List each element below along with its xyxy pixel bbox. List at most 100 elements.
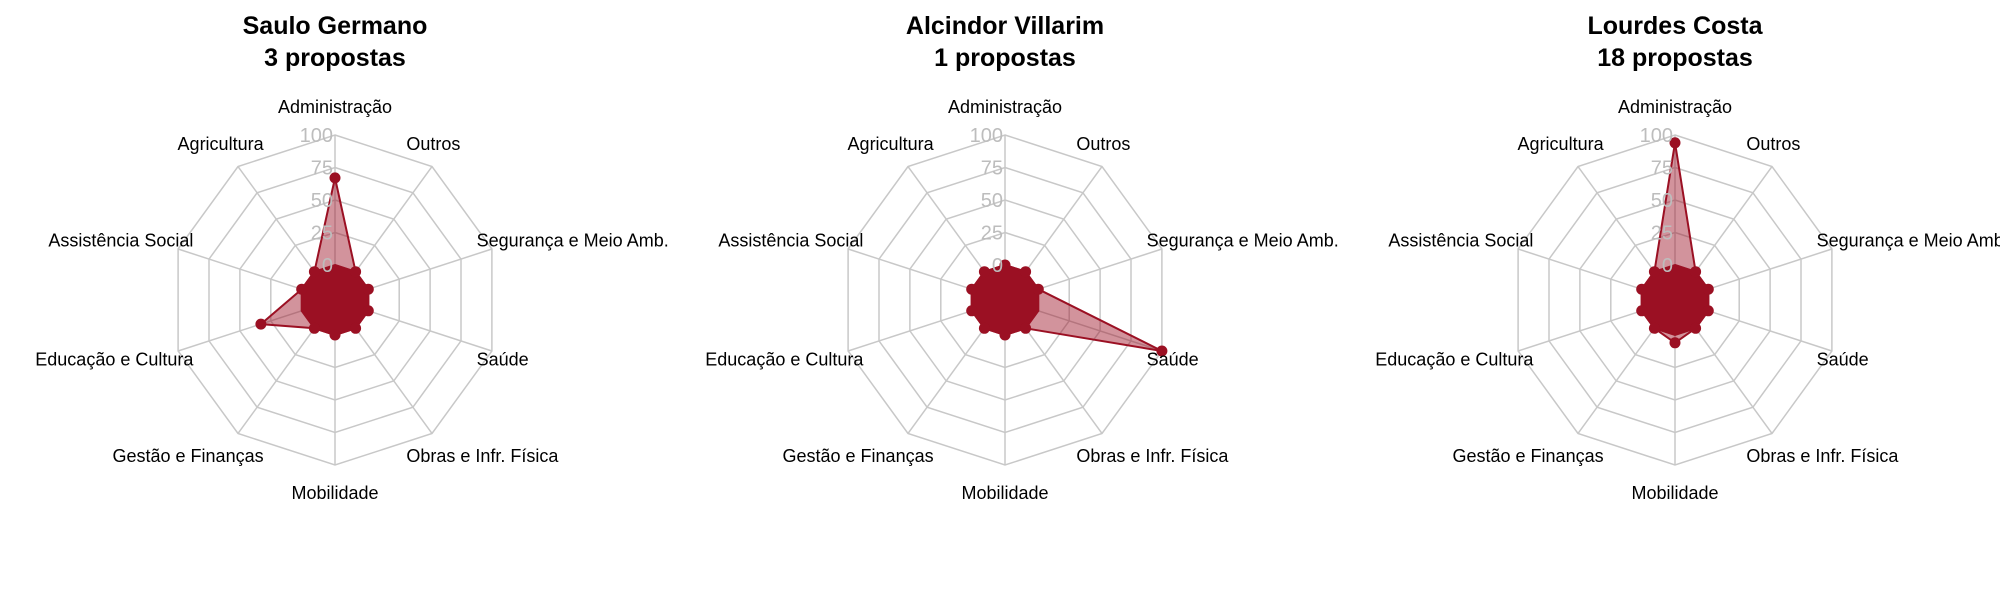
data-point-educacao-e-cultura bbox=[255, 318, 267, 330]
category-label-seguranca-e-meio-amb: Segurança e Meio Amb. bbox=[1147, 230, 1339, 250]
tick-label-50: 50 bbox=[311, 190, 333, 212]
tick-label-0: 0 bbox=[1662, 255, 1673, 277]
panel-3-plot: 0 25 50 75 100 Administração Outros Segurança e… bbox=[1375, 97, 2000, 503]
radar-panel-1: Saulo Germano 3 propostas 0 25 50 75 100 Admi… bbox=[35, 12, 668, 503]
data-point-mobilidade bbox=[329, 329, 341, 341]
category-label-agricultura: Agricultura bbox=[178, 134, 265, 154]
spoke-obras-e-infr-fisica bbox=[1024, 327, 1103, 434]
data-point-administracao bbox=[1669, 137, 1681, 149]
tick-label-100: 100 bbox=[1640, 125, 1673, 147]
data-point-gestao-e-financas bbox=[308, 322, 320, 334]
spoke-educacao-e-cultura bbox=[847, 310, 972, 352]
panel-1-plot: 0 25 50 75 100 Administração Outros Segurança e… bbox=[35, 97, 668, 503]
data-point-obras-e-infr-fisica bbox=[350, 322, 362, 334]
category-label-agricultura: Agricultura bbox=[848, 134, 935, 154]
tick-label-100: 100 bbox=[300, 125, 333, 147]
category-label-mobilidade: Mobilidade bbox=[291, 483, 378, 503]
panel-1-title: Saulo Germano bbox=[243, 12, 428, 40]
spoke-assistencia-social bbox=[177, 248, 302, 290]
data-point-educacao-e-cultura bbox=[1636, 305, 1648, 317]
data-point-administracao bbox=[999, 259, 1011, 271]
category-label-agricultura: Agricultura bbox=[1518, 134, 1605, 154]
data-point-mobilidade bbox=[999, 329, 1011, 341]
panel-2-title: Alcindor Villarim bbox=[906, 12, 1104, 40]
tick-label-50: 50 bbox=[981, 190, 1003, 212]
data-point-assistencia-social bbox=[296, 283, 308, 295]
category-label-administracao: Administração bbox=[278, 97, 392, 117]
spoke-seguranca-e-meio-amb bbox=[1038, 248, 1163, 290]
tick-label-75: 75 bbox=[311, 158, 333, 180]
panel-3-title: Lourdes Costa bbox=[1587, 12, 1763, 40]
data-point-outros bbox=[1690, 266, 1702, 278]
tick-label-0: 0 bbox=[322, 255, 333, 277]
data-point-seguranca-e-meio-amb bbox=[1702, 283, 1714, 295]
category-label-gestao-e-financas: Gestão e Finanças bbox=[783, 446, 934, 466]
spoke-saude bbox=[1708, 310, 1833, 352]
panel-1-subtitle: 3 propostas bbox=[264, 44, 406, 72]
spoke-obras-e-infr-fisica bbox=[354, 327, 433, 434]
data-point-gestao-e-financas bbox=[978, 322, 990, 334]
tick-label-0: 0 bbox=[992, 255, 1003, 277]
tick-label-25: 25 bbox=[981, 223, 1003, 245]
spoke-educacao-e-cultura bbox=[177, 310, 302, 352]
tick-label-50: 50 bbox=[1651, 190, 1673, 212]
category-label-seguranca-e-meio-amb: Segurança e Meio Amb. bbox=[477, 230, 669, 250]
spoke-saude bbox=[368, 310, 493, 352]
category-label-educacao-e-cultura: Educação e Cultura bbox=[35, 350, 194, 370]
spoke-assistencia-social bbox=[847, 248, 972, 290]
radar-panel-2: Alcindor Villarim 1 propostas 0 25 50 75 100… bbox=[705, 12, 1338, 503]
spoke-seguranca-e-meio-amb bbox=[368, 248, 493, 290]
spoke-seguranca-e-meio-amb bbox=[1708, 248, 1833, 290]
spoke-obras-e-infr-fisica bbox=[1694, 327, 1773, 434]
category-label-mobilidade: Mobilidade bbox=[961, 483, 1048, 503]
spoke-assistencia-social bbox=[1517, 248, 1642, 290]
data-point-outros bbox=[1020, 266, 1032, 278]
data-point-saude bbox=[1156, 345, 1168, 357]
tick-label-25: 25 bbox=[311, 223, 333, 245]
data-point-assistencia-social bbox=[1636, 283, 1648, 295]
data-point-administracao bbox=[329, 172, 341, 184]
category-label-outros: Outros bbox=[1746, 134, 1800, 154]
category-label-saude: Saúde bbox=[1817, 350, 1869, 370]
data-point-saude bbox=[1702, 305, 1714, 317]
category-label-saude: Saúde bbox=[477, 350, 529, 370]
data-point-saude bbox=[362, 305, 374, 317]
category-label-gestao-e-financas: Gestão e Finanças bbox=[113, 446, 264, 466]
radar-panel-3: Lourdes Costa 18 propostas 0 25 50 75 100 Adm… bbox=[1375, 12, 2000, 503]
tick-label-25: 25 bbox=[1651, 223, 1673, 245]
data-point-assistencia-social bbox=[966, 283, 978, 295]
data-point-seguranca-e-meio-amb bbox=[362, 283, 374, 295]
spoke-gestao-e-financas bbox=[1577, 327, 1656, 434]
spoke-agricultura bbox=[1577, 166, 1656, 273]
spoke-gestao-e-financas bbox=[237, 327, 316, 434]
data-point-obras-e-infr-fisica bbox=[1020, 322, 1032, 334]
data-point-seguranca-e-meio-amb bbox=[1032, 283, 1044, 295]
data-point-educacao-e-cultura bbox=[966, 305, 978, 317]
data-point-agricultura bbox=[1648, 266, 1660, 278]
category-label-outros: Outros bbox=[406, 134, 460, 154]
spoke-gestao-e-financas bbox=[907, 327, 986, 434]
category-label-obras-e-infr-fisica: Obras e Infr. Física bbox=[1746, 446, 1899, 466]
category-label-administracao: Administração bbox=[948, 97, 1062, 117]
category-label-administracao: Administração bbox=[1618, 97, 1732, 117]
category-label-assistencia-social: Assistência Social bbox=[718, 230, 863, 250]
category-label-educacao-e-cultura: Educação e Cultura bbox=[705, 350, 864, 370]
panel-2-plot: 0 25 50 75 100 Administração Outros Segurança e… bbox=[705, 97, 1338, 503]
category-label-saude: Saúde bbox=[1147, 350, 1199, 370]
panel-3-subtitle: 18 propostas bbox=[1597, 44, 1753, 72]
data-point-agricultura bbox=[978, 266, 990, 278]
spoke-outros bbox=[1024, 166, 1103, 273]
category-label-obras-e-infr-fisica: Obras e Infr. Física bbox=[1076, 446, 1229, 466]
category-label-educacao-e-cultura: Educação e Cultura bbox=[1375, 350, 1534, 370]
data-point-agricultura bbox=[308, 266, 320, 278]
category-label-obras-e-infr-fisica: Obras e Infr. Física bbox=[406, 446, 559, 466]
data-point-obras-e-infr-fisica bbox=[1690, 322, 1702, 334]
spoke-outros bbox=[354, 166, 433, 273]
spoke-educacao-e-cultura bbox=[1517, 310, 1642, 352]
data-point-mobilidade bbox=[1669, 337, 1681, 349]
category-label-mobilidade: Mobilidade bbox=[1631, 483, 1718, 503]
panel-2-subtitle: 1 propostas bbox=[934, 44, 1076, 72]
category-label-assistencia-social: Assistência Social bbox=[1388, 230, 1533, 250]
spoke-agricultura bbox=[237, 166, 316, 273]
